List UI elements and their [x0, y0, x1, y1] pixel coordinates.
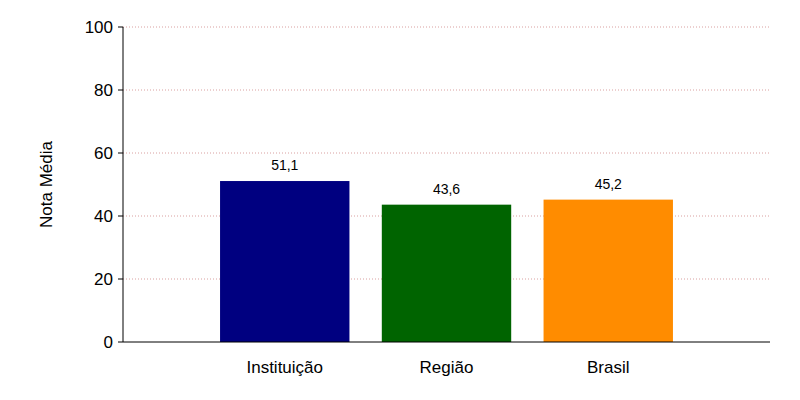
y-tick-label: 80 [94, 81, 113, 100]
bar [220, 181, 349, 342]
y-tick-label: 20 [94, 270, 113, 289]
grid-line [123, 27, 770, 28]
y-tick [118, 153, 123, 154]
data-label: 51,1 [271, 157, 298, 173]
x-tick-label: Brasil [587, 358, 630, 377]
x-axis [123, 342, 770, 343]
x-tick-label: Instituição [246, 358, 323, 377]
y-tick-label: 0 [104, 333, 113, 352]
bar [544, 200, 673, 342]
y-tick-label: 40 [94, 207, 113, 226]
y-tick [118, 216, 123, 217]
y-tick-label: 60 [94, 144, 113, 163]
grid-line [123, 153, 770, 154]
y-axis-label: Nota Média [37, 140, 56, 227]
chart: 0 20 40 60 80 100 Instituição Região Brasil 51,1 4… [0, 0, 800, 400]
bars [220, 181, 673, 342]
y-tick-label: 100 [85, 18, 113, 37]
data-label: 43,6 [433, 181, 460, 197]
y-axis [123, 27, 124, 342]
y-tick [118, 27, 123, 28]
y-tick [118, 342, 123, 343]
y-tick [118, 279, 123, 280]
x-tick-label: Região [420, 358, 474, 377]
data-label: 45,2 [595, 176, 622, 192]
grid-line [123, 90, 770, 91]
bar [382, 205, 511, 342]
y-tick [118, 90, 123, 91]
